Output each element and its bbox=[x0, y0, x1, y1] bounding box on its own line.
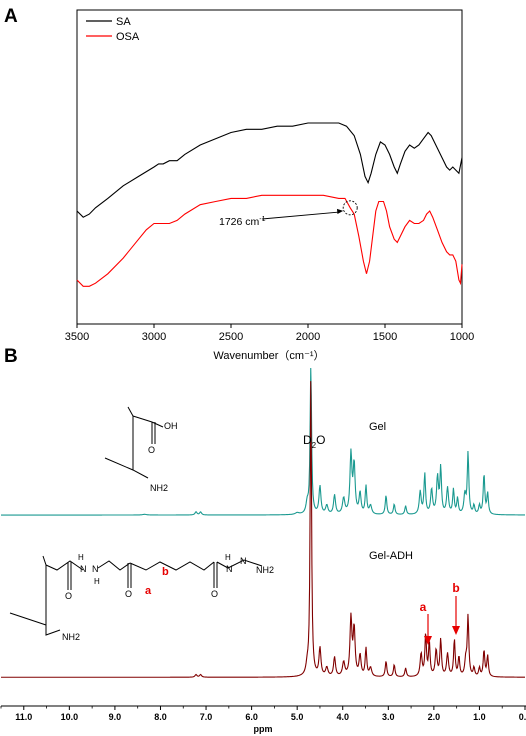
x-tick-label: 4.0 bbox=[336, 712, 349, 722]
peak-marker-a: a bbox=[420, 600, 432, 645]
panel-b-letter: B bbox=[4, 346, 18, 367]
peak-marker-b-head bbox=[452, 626, 460, 635]
panel-a-letter: A bbox=[4, 6, 18, 27]
gel-side-chain bbox=[132, 415, 153, 423]
annotation-arrow-head bbox=[336, 208, 344, 215]
panel-a-legend: SA OSA bbox=[86, 16, 140, 43]
legend-label-sa: SA bbox=[116, 16, 131, 28]
gel-adh-label-b: b bbox=[162, 566, 169, 578]
panel-b-plot bbox=[1, 367, 525, 678]
gel-structure: OH O NH2 bbox=[104, 406, 178, 493]
gel-adh-label-a: a bbox=[145, 585, 152, 597]
gel-adh-chain-3 bbox=[129, 561, 215, 571]
x-tick-label: 2000 bbox=[296, 331, 320, 343]
gel-adh-o1: O bbox=[65, 591, 72, 601]
series-label-gel-adh: Gel-ADH bbox=[369, 550, 413, 562]
panel-a-frame bbox=[76, 9, 463, 325]
d2o-label: D2O bbox=[303, 433, 325, 450]
gel-adh-nh2-label: NH2 bbox=[62, 632, 80, 642]
x-tick-label: 7.0 bbox=[200, 712, 213, 722]
x-tick-label: 2.0 bbox=[428, 712, 441, 722]
gel-adh-chain-2 bbox=[97, 560, 131, 571]
gel-o-label: O bbox=[148, 445, 155, 455]
x-tick-label: 3.0 bbox=[382, 712, 395, 722]
gel-adh-o3: O bbox=[211, 589, 218, 599]
gel-c-o-double-bond bbox=[151, 422, 156, 444]
gel-adh-nh2-end: NH2 bbox=[256, 565, 274, 575]
gel-adh-co-1 bbox=[67, 562, 72, 590]
gel-adh-o2: O bbox=[125, 589, 132, 599]
x-tick-label: 0.0 bbox=[519, 712, 526, 722]
legend-label-osa: OSA bbox=[116, 31, 140, 43]
gel-adh-co-3 bbox=[213, 562, 218, 588]
peak-marker-b-label: b bbox=[452, 581, 459, 595]
x-tick-label: 9.0 bbox=[109, 712, 122, 722]
gel-adh-chain-4 bbox=[216, 559, 263, 569]
x-tick-label: 2500 bbox=[219, 331, 243, 343]
gel-adh-h2: H bbox=[94, 577, 100, 586]
panel-a-x-axis-label: Wavenumber（cm⁻¹） bbox=[213, 349, 324, 362]
peak-marker-a-label: a bbox=[420, 600, 427, 614]
gel-backbone bbox=[127, 406, 149, 479]
gel-oh-label: OH bbox=[164, 421, 178, 431]
spectrum-line-gel bbox=[1, 367, 525, 516]
gel-adh-n3: N bbox=[226, 564, 233, 574]
series-label-gel: Gel bbox=[369, 421, 386, 433]
x-tick-label: 11.0 bbox=[15, 712, 32, 722]
x-tick-label: 3000 bbox=[142, 331, 166, 343]
peak-marker-b: b bbox=[452, 581, 460, 635]
x-tick-label: 10.0 bbox=[61, 712, 79, 722]
d2o-label-d: D bbox=[303, 433, 312, 447]
annotation-circle bbox=[342, 200, 358, 216]
gel-c-oh-bond bbox=[151, 421, 164, 428]
annotation-label-text: 1726 cm bbox=[219, 216, 260, 228]
x-tick-label: 3500 bbox=[65, 331, 89, 343]
gel-adh-branch bbox=[9, 612, 47, 626]
spectrum-line-gel-adh bbox=[1, 381, 525, 678]
panel-a-plot bbox=[76, 122, 463, 287]
x-tick-label: 1000 bbox=[450, 331, 474, 343]
annotation-label: 1726 cm-1 bbox=[219, 216, 266, 228]
gel-adh-n1: N bbox=[80, 564, 87, 574]
annotation-label-sup: -1 bbox=[259, 216, 265, 223]
gel-adh-n2: N bbox=[92, 564, 99, 574]
series-line-sa bbox=[76, 122, 463, 218]
gel-adh-n4: N bbox=[240, 556, 247, 566]
x-tick-label: 5.0 bbox=[291, 712, 304, 722]
gel-adh-co-2 bbox=[127, 563, 132, 588]
gel-branch bbox=[104, 457, 134, 471]
gel-adh-h1: H bbox=[78, 553, 84, 562]
x-tick-label: 1.0 bbox=[473, 712, 486, 722]
x-tick-label: 6.0 bbox=[245, 712, 258, 722]
panel-a-x-ticks: 3500 3000 2500 2000 1500 1000 bbox=[65, 324, 474, 343]
annotation-arrow-line bbox=[261, 211, 340, 220]
series-line-osa bbox=[76, 194, 463, 287]
panel-b-x-ticks: 11.0 10.0 9.0 8.0 7.0 6.0 5.0 4.0 3.0 2.0 1.0 0.0 bbox=[0, 706, 526, 722]
d2o-label-sub: 2 bbox=[312, 441, 317, 450]
panel-b-x-axis-label: ppm bbox=[254, 724, 273, 734]
x-tick-label: 1500 bbox=[373, 331, 397, 343]
gel-adh-h3: H bbox=[225, 553, 231, 562]
d2o-label-o: O bbox=[316, 433, 325, 447]
gel-adh-structure: H N N H O O O H N N NH2 a b NH2 bbox=[9, 553, 274, 642]
annotation-1726: 1726 cm-1 bbox=[219, 200, 358, 228]
gel-adh-chain-1 bbox=[45, 560, 84, 571]
gel-nh2-label: NH2 bbox=[150, 483, 168, 493]
x-tick-label: 8.0 bbox=[154, 712, 167, 722]
peak-marker-a-head bbox=[424, 636, 432, 645]
gel-adh-backbone bbox=[42, 555, 61, 636]
